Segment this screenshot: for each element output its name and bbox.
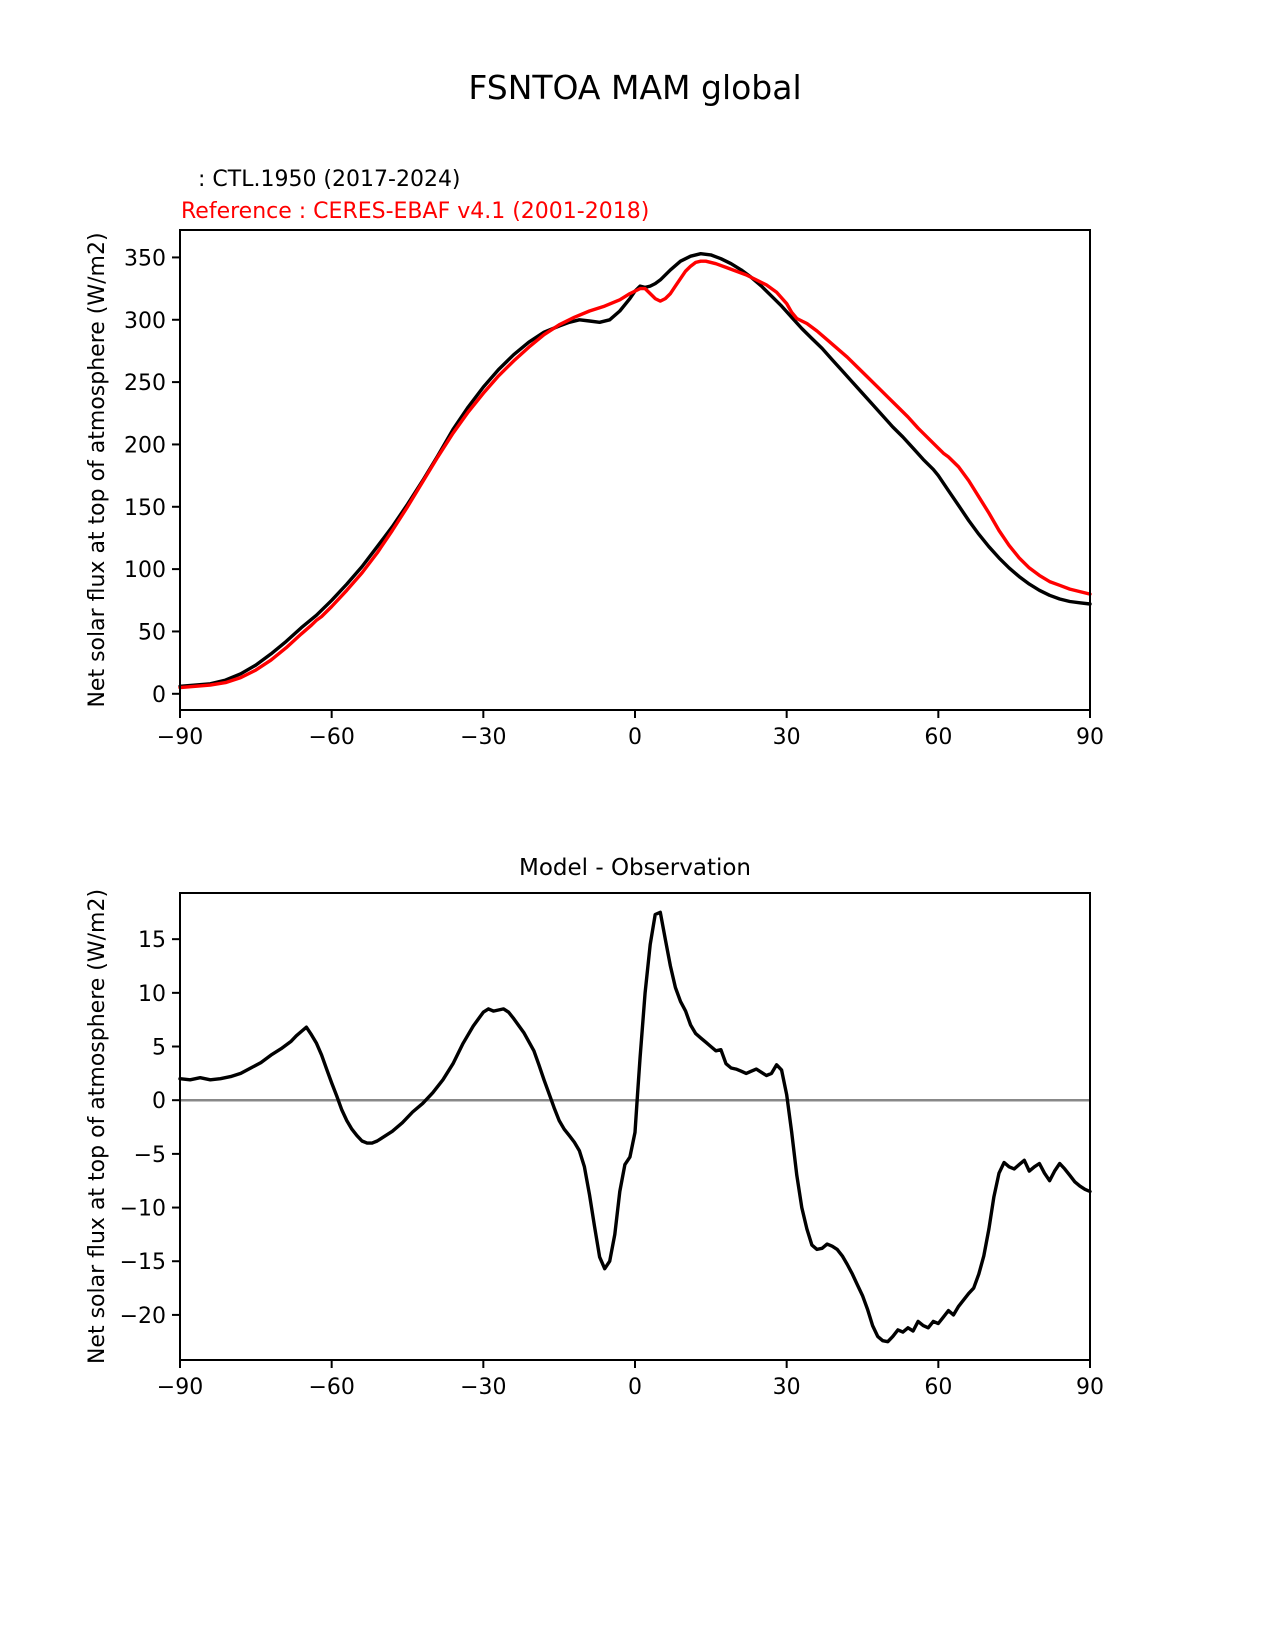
x-tick-label: −90 — [157, 1375, 203, 1400]
y-tick-label: 100 — [124, 558, 166, 583]
x-tick-label: −90 — [157, 725, 203, 750]
y-tick-label: 300 — [124, 309, 166, 334]
x-tick-label: 90 — [1076, 725, 1104, 750]
x-tick-label: 60 — [924, 725, 952, 750]
figure-title: FSNTOA MAM global — [468, 68, 802, 107]
series-line — [178, 910, 1092, 1344]
y-tick-label: 10 — [138, 982, 166, 1007]
legend: : CTL.1950 (2017-2024) Reference : CERES… — [181, 164, 649, 228]
x-tick-label: 60 — [924, 1375, 952, 1400]
x-tick-label: 0 — [628, 725, 642, 750]
y-tick-label: −20 — [120, 1304, 166, 1329]
legend-entry-model: : CTL.1950 (2017-2024) — [198, 167, 461, 192]
y-tick-label: 5 — [152, 1036, 166, 1061]
y-tick-label: 15 — [138, 928, 166, 953]
x-tick-label: −60 — [308, 725, 354, 750]
x-tick-label: −30 — [460, 1375, 506, 1400]
series-line — [178, 251, 1092, 688]
difference-chart-title: Model - Observation — [518, 855, 752, 881]
x-tick-label: 30 — [773, 1375, 801, 1400]
y-tick-label: 200 — [124, 433, 166, 458]
y-tick-label: −15 — [120, 1250, 166, 1275]
chart-2-plot: −90 −60 −30 0 30 60 90 −20 −15 −10 −5 0 5 10 15 Net sol… — [85, 889, 1104, 1400]
y-tick-label: 0 — [152, 683, 166, 708]
x-tick-label: 30 — [773, 725, 801, 750]
chart-1-plot: −90 −60 −30 0 30 60 90 0 50 100 150 200 250 300 350 Net… — [85, 229, 1104, 750]
x-tick-label: −30 — [460, 725, 506, 750]
y-axis-label: Net solar flux at top of atmosphere (W/m… — [85, 232, 110, 707]
y-tick-label: −10 — [120, 1197, 166, 1222]
y-tick-label: −5 — [134, 1143, 166, 1168]
axes-frame — [179, 229, 1091, 711]
x-tick-label: 90 — [1076, 1375, 1104, 1400]
y-tick-label: 0 — [152, 1089, 166, 1114]
y-tick-label: 50 — [138, 620, 166, 645]
series-line — [178, 259, 1092, 690]
x-tick-label: −60 — [308, 1375, 354, 1400]
y-tick-label: 350 — [124, 246, 166, 271]
y-tick-label: 250 — [124, 371, 166, 396]
legend-entry-reference: Reference : CERES-EBAF v4.1 (2001-2018) — [181, 199, 650, 224]
x-tick-label: 0 — [628, 1375, 642, 1400]
y-axis-label: Net solar flux at top of atmosphere (W/m… — [85, 889, 110, 1364]
y-tick-label: 150 — [124, 496, 166, 521]
